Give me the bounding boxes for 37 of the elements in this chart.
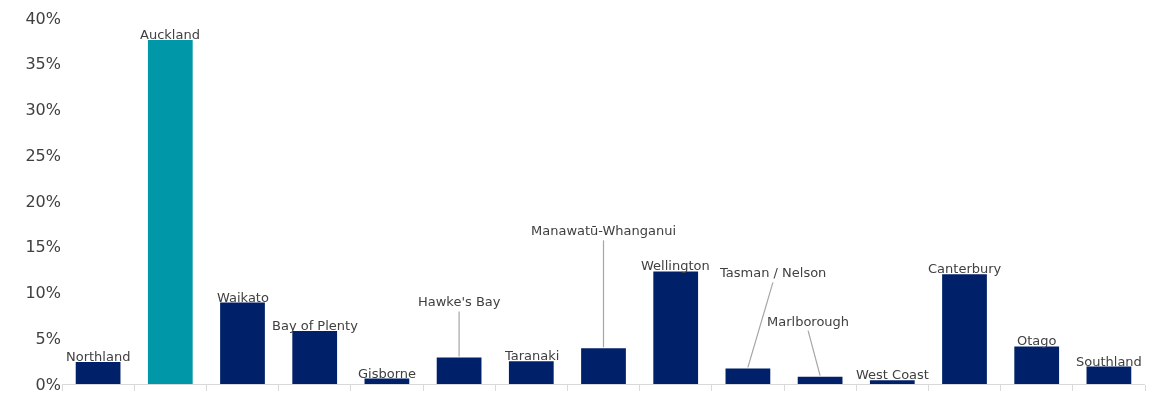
bar <box>436 357 482 384</box>
bar <box>942 274 987 384</box>
y-tick-label: 10% <box>25 283 61 303</box>
x-tick-label: Auckland <box>140 27 200 42</box>
x-tick-label: Taranaki <box>504 348 560 363</box>
bar <box>581 348 626 384</box>
x-tick-label: Northland <box>66 349 131 364</box>
x-tick-label: Southland <box>1076 354 1142 369</box>
x-tick-label: Canterbury <box>928 261 1002 276</box>
y-tick-label: 15% <box>25 237 61 257</box>
x-tick-label: Manawatū-Whanganui <box>531 223 677 238</box>
bar <box>75 362 121 384</box>
x-tick-label: Bay of Plenty <box>272 318 359 333</box>
x-tick-label: Hawke's Bay <box>418 294 501 309</box>
bar <box>147 39 193 384</box>
bar <box>797 376 843 384</box>
bar <box>653 271 699 384</box>
x-tick-label: West Coast <box>856 367 929 382</box>
bar <box>220 302 265 384</box>
bar <box>869 380 915 384</box>
y-tick-label: 0% <box>35 374 61 394</box>
bar <box>725 368 771 384</box>
y-tick-label: 25% <box>25 145 61 165</box>
bar <box>1086 366 1132 384</box>
y-tick-label: 35% <box>25 54 61 74</box>
bar <box>508 361 554 384</box>
x-tick-label: Tasman / Nelson <box>719 265 827 280</box>
bar <box>1014 346 1060 384</box>
y-tick-label: 40% <box>25 8 61 28</box>
y-tick-label: 30% <box>25 100 61 120</box>
y-tick-label: 20% <box>25 191 61 211</box>
x-tick-label: Gisborne <box>358 366 417 381</box>
x-tick-label: Marlborough <box>767 314 850 329</box>
x-tick-label: Otago <box>1017 333 1057 348</box>
x-tick-label: Waikato <box>217 290 269 305</box>
x-tick-label: Wellington <box>641 258 710 273</box>
y-tick-label: 5% <box>35 328 61 348</box>
